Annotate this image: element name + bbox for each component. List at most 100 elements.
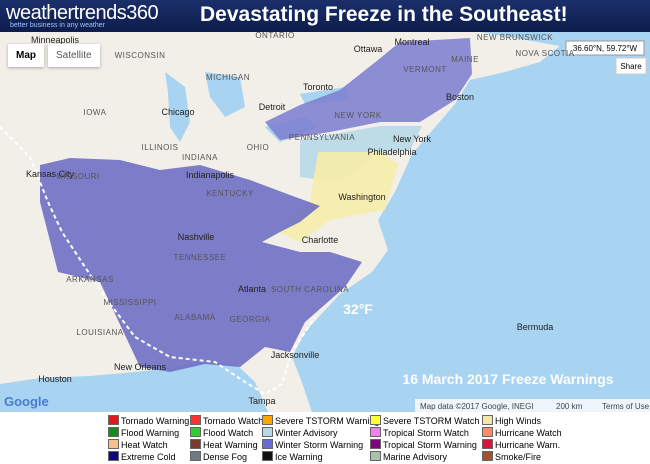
- place-label: New Orleans: [114, 362, 167, 372]
- legend-label: Heat Warning: [203, 440, 258, 450]
- legend-swatch: [108, 451, 119, 461]
- legend-item: High Winds: [482, 415, 541, 426]
- place-label: NOVA SCOTIA: [515, 49, 574, 58]
- map-type-button[interactable]: Satellite: [48, 44, 100, 67]
- legend: Tornado Warning Flood Warning Heat Watch Ex…: [0, 412, 650, 464]
- legend-swatch: [108, 439, 119, 449]
- legend-label: Heat Watch: [121, 440, 168, 450]
- legend-swatch: [370, 439, 381, 449]
- map-canvas: 36.60°N, 59.72°W Share Minneapolis WISCONSI…: [0, 31, 650, 412]
- isotherm-line: [0, 126, 316, 396]
- place-label: ILLINOIS: [142, 143, 179, 152]
- legend-swatch: [262, 451, 273, 461]
- legend-label: Winter Advisory: [275, 428, 338, 438]
- legend-item: Marine Advisory: [370, 451, 447, 462]
- place-label: Washington: [338, 192, 385, 202]
- place-label: Montreal: [394, 37, 429, 47]
- legend-item: Severe TSTORM Watch: [370, 415, 479, 426]
- legend-swatch: [262, 415, 273, 425]
- legend-swatch: [482, 427, 493, 437]
- place-label: Boston: [446, 92, 474, 102]
- terms[interactable]: Terms of Use: [602, 402, 650, 411]
- legend-swatch: [190, 427, 201, 437]
- scale: 200 km: [556, 402, 583, 411]
- legend-label: Winter Storm Warning: [275, 440, 364, 450]
- place-label: New York: [393, 134, 432, 144]
- place-label: Houston: [38, 374, 72, 384]
- map-type-button[interactable]: Map: [8, 44, 44, 67]
- legend-item: Hurricane Warn.: [482, 439, 560, 450]
- place-label: Philadelphia: [367, 147, 416, 157]
- coord-box: [565, 40, 645, 56]
- map-data: Map data ©2017 Google, INEGI: [420, 402, 534, 411]
- gulf: [0, 360, 268, 412]
- legend-item: Winter Advisory: [262, 427, 338, 438]
- legend-swatch: [370, 415, 381, 425]
- place-label: Tampa: [248, 396, 275, 406]
- title: Devastating Freeze in the Southeast!: [200, 3, 568, 26]
- coordinates: 36.60°N, 59.72°W: [573, 44, 638, 53]
- legend-item: Tornado Watch: [190, 415, 263, 426]
- legend-swatch: [262, 439, 273, 449]
- legend-item: Extreme Cold: [108, 451, 176, 462]
- legend-label: Hurricane Watch: [495, 428, 562, 438]
- freeze-warning-area: [40, 158, 362, 372]
- map[interactable]: 36.60°N, 59.72°W Share Minneapolis WISCONSI…: [0, 31, 650, 412]
- legend-label: Tornado Warning: [121, 416, 190, 426]
- place-label: ONTARIO: [255, 32, 294, 40]
- legend-label: Ice Warning: [275, 452, 323, 462]
- legend-item: Severe TSTORM Warning: [262, 415, 379, 426]
- legend-label: Smoke/Fire: [495, 452, 542, 462]
- logo: weathertrends360: [6, 2, 159, 24]
- legend-item: Heat Watch: [108, 439, 168, 450]
- place-label: Kansas City: [26, 169, 75, 179]
- legend-swatch: [190, 415, 201, 425]
- legend-swatch: [190, 439, 201, 449]
- share-label[interactable]: Share: [620, 62, 642, 71]
- place-label: MISSISSIPPI: [103, 298, 156, 307]
- legend-label: Marine Advisory: [383, 452, 448, 462]
- lake: [205, 72, 245, 117]
- place-label: Jacksonville: [271, 350, 320, 360]
- legend-label: Tropical Storm Watch: [383, 428, 469, 438]
- legend-item: Smoke/Fire: [482, 451, 541, 462]
- legend-item: Flood Watch: [190, 427, 253, 438]
- place-label: KENTUCKY: [206, 189, 254, 198]
- place-label: Atlanta: [238, 284, 266, 294]
- place-label: MISSOURI: [56, 172, 100, 181]
- attribution-bar: [415, 399, 650, 412]
- place-label: Ottawa: [354, 44, 383, 54]
- winter-storm-warning-area: [265, 38, 472, 140]
- place-label: INDIANA: [182, 153, 218, 162]
- legend-label: Dense Fog: [203, 452, 248, 462]
- ocean: [292, 32, 650, 412]
- legend-swatch: [108, 427, 119, 437]
- legend-swatch: [262, 427, 273, 437]
- legend-item: Tornado Warning: [108, 415, 189, 426]
- place-label: Nashville: [178, 232, 215, 242]
- legend-label: Tropical Storm Warning: [383, 440, 477, 450]
- legend-item: Tropical Storm Warning: [370, 439, 477, 450]
- legend-label: Hurricane Warn.: [495, 440, 561, 450]
- place-label: SOUTH CAROLINA: [271, 285, 349, 294]
- legend-label: High Winds: [495, 416, 542, 426]
- lake: [165, 72, 190, 142]
- legend-item: Winter Storm Warning: [262, 439, 363, 450]
- legend-item: Ice Warning: [262, 451, 323, 462]
- share-button[interactable]: [615, 57, 647, 75]
- place-label: Detroit: [259, 102, 286, 112]
- tagline: better business in any weather: [10, 22, 105, 29]
- place-label: WISCONSIN: [115, 51, 166, 60]
- place-label: Indianapolis: [186, 170, 235, 180]
- place-label: Charlotte: [302, 235, 339, 245]
- high-winds-area: [278, 152, 398, 242]
- legend-label: Severe TSTORM Watch: [383, 416, 480, 426]
- legend-label: Tornado Watch: [203, 416, 264, 426]
- place-label: NEW YORK: [334, 111, 382, 120]
- place-label: NEW BRUNSWICK: [477, 33, 553, 42]
- place-label: ALABAMA: [174, 313, 215, 322]
- legend-swatch: [370, 451, 381, 461]
- legend-label: Flood Watch: [203, 428, 254, 438]
- place-label: ARKANSAS: [66, 275, 114, 284]
- legend-item: Heat Warning: [190, 439, 258, 450]
